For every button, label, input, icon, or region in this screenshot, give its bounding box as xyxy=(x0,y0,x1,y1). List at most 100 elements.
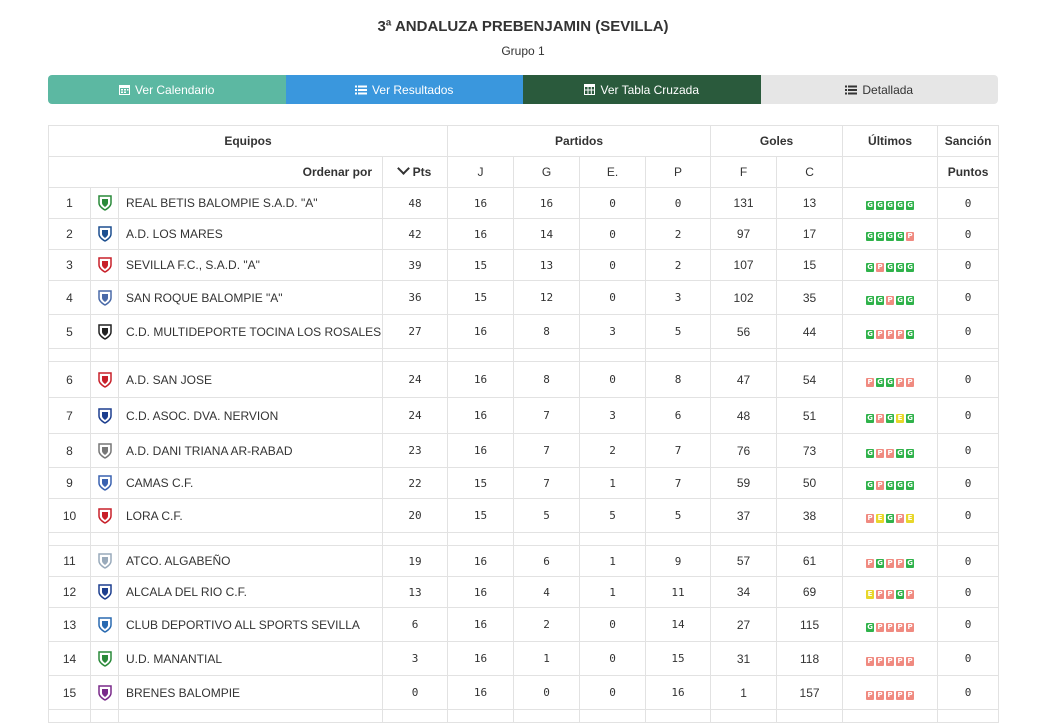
team-name[interactable]: REAL BETIS BALOMPIE S.A.D. "A" xyxy=(118,187,383,219)
sanction-points: 0 xyxy=(937,607,1000,642)
won: 8 xyxy=(513,361,581,398)
result-badge: G xyxy=(896,590,905,599)
team-name[interactable]: LORA C.F. xyxy=(118,498,383,533)
tab-resultados[interactable]: Ver Resultados xyxy=(285,75,523,104)
team-name[interactable]: ATCO. ALGABEÑO xyxy=(118,545,383,577)
sanction-points: 0 xyxy=(937,218,1000,250)
result-badge: P xyxy=(876,329,885,339)
separator-cell xyxy=(48,709,91,723)
played: 15 xyxy=(447,249,515,281)
team-name[interactable]: SAN ROQUE BALOMPIE "A" xyxy=(118,280,383,315)
tab-calendario[interactable]: Ver Calendario xyxy=(48,75,286,104)
team-name[interactable]: SEVILLA F.C., S.A.D. "A" xyxy=(118,249,383,281)
team-name[interactable]: A.D. LOS MARES xyxy=(118,218,383,250)
position: 13 xyxy=(48,607,91,642)
col-f: F xyxy=(710,156,778,188)
separator-cell xyxy=(513,709,581,723)
pts-label: Pts xyxy=(412,165,432,179)
tab-detallada-label: Detallada xyxy=(862,82,914,97)
team-shield-icon xyxy=(97,507,112,524)
team-shield xyxy=(90,249,119,281)
team-name[interactable]: A.D. SAN JOSE xyxy=(118,361,383,398)
team-name[interactable]: C.D. ASOC. DVA. NERVION xyxy=(118,397,383,434)
goals-for: 131 xyxy=(710,187,778,219)
result-badge: G xyxy=(906,329,915,339)
table-row: 1 REAL BETIS BALOMPIE S.A.D. "A" 48 16 16 0 0 1… xyxy=(48,187,1000,219)
goals-for: 48 xyxy=(710,397,778,434)
team-name[interactable]: CLUB DEPORTIVO ALL SPORTS SEVILLA xyxy=(118,607,383,642)
result-badge: E xyxy=(866,590,875,599)
tab-detallada[interactable]: Detallada xyxy=(760,75,998,104)
points: 3 xyxy=(381,641,449,676)
played: 16 xyxy=(447,187,515,219)
team-name[interactable]: A.D. DANI TRIANA AR-RABAD xyxy=(118,433,383,468)
won: 5 xyxy=(513,498,581,533)
sanction-points: 0 xyxy=(937,675,1000,710)
goals-against: 13 xyxy=(776,187,844,219)
played: 16 xyxy=(447,576,515,608)
lost: 5 xyxy=(645,314,712,349)
result-badge: G xyxy=(906,263,915,272)
team-name[interactable]: U.D. MANANTIAL xyxy=(118,641,383,676)
team-shield xyxy=(90,641,119,676)
team-shield xyxy=(90,576,119,608)
goals-against: 157 xyxy=(776,675,844,710)
lost: 15 xyxy=(645,641,712,676)
result-badge: P xyxy=(896,690,905,700)
team-shield-icon xyxy=(97,553,112,569)
col-g: G xyxy=(513,156,581,188)
won: 7 xyxy=(513,433,581,468)
team-shield-icon xyxy=(97,616,112,633)
result-badge: P xyxy=(906,232,915,241)
points: 20 xyxy=(381,498,449,533)
result-badge: G xyxy=(886,513,895,523)
team-shield xyxy=(90,187,119,219)
header-equipos: Equipos xyxy=(47,125,449,157)
team-name[interactable]: CAMAS C.F. xyxy=(118,467,383,499)
goals-against: 35 xyxy=(776,280,844,315)
separator-cell xyxy=(579,709,647,723)
points: 48 xyxy=(381,187,449,219)
won: 7 xyxy=(513,397,581,434)
separator-cell xyxy=(937,348,1000,362)
view-tabs: Ver Calendario Ver Resultados Ver Tabla … xyxy=(48,75,998,104)
tab-tabla-cruzada[interactable]: Ver Tabla Cruzada xyxy=(523,75,761,104)
table-row: 6 A.D. SAN JOSE 24 16 8 0 8 47 54 P G G P P 0 xyxy=(48,361,1000,398)
col-ultimos-empty xyxy=(842,156,939,188)
team-name[interactable]: C.D. MULTIDEPORTE TOCINA LOS ROSALES xyxy=(118,314,383,349)
drawn: 5 xyxy=(579,498,647,533)
position: 3 xyxy=(48,249,91,281)
table-row: 9 CAMAS C.F. 22 15 7 1 7 59 50 G P G G G 0 xyxy=(48,467,1000,499)
tab-resultados-label: Ver Resultados xyxy=(372,82,454,97)
result-badge: P xyxy=(906,656,915,666)
drawn: 0 xyxy=(579,641,647,676)
sanction-points: 0 xyxy=(937,249,1000,281)
goals-for: 47 xyxy=(710,361,778,398)
result-badge: G xyxy=(866,201,875,210)
played: 16 xyxy=(447,641,515,676)
goals-for: 102 xyxy=(710,280,778,315)
team-name[interactable]: BRENES BALOMPIE xyxy=(118,675,383,710)
tab-tabla-cruzada-label: Ver Tabla Cruzada xyxy=(600,82,699,97)
table-row: 10 LORA C.F. 20 15 5 5 5 37 38 P E G P E 0 xyxy=(48,498,1000,533)
result-badge: G xyxy=(886,263,895,272)
lost: 8 xyxy=(645,361,712,398)
page-title: 3ª ANDALUZA PREBENJAMIN (SEVILLA) xyxy=(377,18,669,35)
won: 16 xyxy=(513,187,581,219)
table-row: 2 A.D. LOS MARES 42 16 14 0 2 97 17 G G G G P 0 xyxy=(48,218,1000,250)
position: 6 xyxy=(48,361,91,398)
position: 11 xyxy=(48,545,91,577)
goals-against: 118 xyxy=(776,641,844,676)
won: 2 xyxy=(513,607,581,642)
separator-cell xyxy=(842,532,939,546)
goals-against: 61 xyxy=(776,545,844,577)
lost: 16 xyxy=(645,675,712,710)
result-badge: P xyxy=(876,413,885,423)
sort-pts-header[interactable]: Pts xyxy=(381,156,449,188)
goals-for: 57 xyxy=(710,545,778,577)
team-name[interactable]: ALCALA DEL RIO C.F. xyxy=(118,576,383,608)
